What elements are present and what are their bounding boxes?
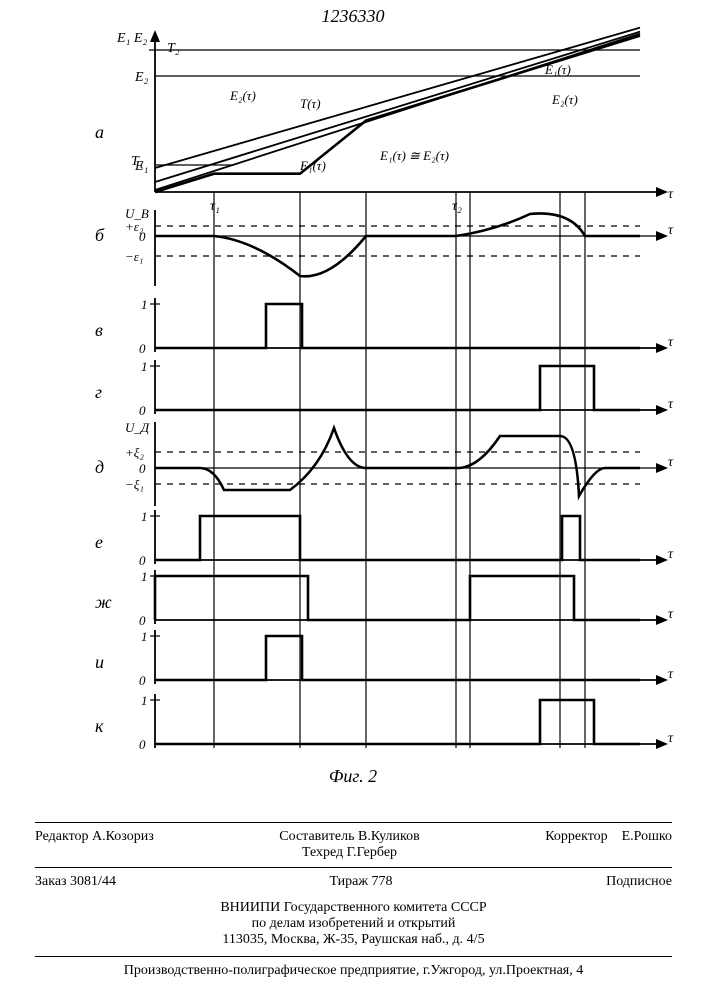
svg-text:б: б bbox=[95, 225, 105, 245]
compiler-techred: Составитель В.Куликов Техред Г.Гербер bbox=[154, 829, 545, 861]
svg-text:E₁(τ) ≅ E₂(τ): E₁(τ) ≅ E₂(τ) bbox=[379, 148, 449, 163]
svg-text:τ: τ bbox=[668, 731, 674, 746]
svg-text:е: е bbox=[95, 532, 103, 552]
svg-text:1: 1 bbox=[141, 693, 148, 708]
svg-text:τ: τ bbox=[668, 187, 674, 202]
svg-text:к: к bbox=[95, 716, 104, 736]
svg-text:1: 1 bbox=[141, 569, 148, 584]
svg-text:и: и bbox=[95, 652, 104, 672]
svg-text:0: 0 bbox=[139, 737, 146, 752]
svg-text:U_В: U_В bbox=[125, 206, 149, 221]
svg-text:0: 0 bbox=[139, 341, 146, 356]
svg-text:0: 0 bbox=[139, 403, 146, 418]
svg-text:1236330: 1236330 bbox=[322, 6, 385, 26]
svg-text:E₁ E₂: E₁ E₂ bbox=[116, 31, 147, 46]
order: Заказ 3081/44 bbox=[35, 874, 116, 890]
svg-text:+ξ₂: +ξ₂ bbox=[125, 445, 144, 460]
svg-text:ж: ж bbox=[95, 592, 112, 612]
svg-text:−ξ₁: −ξ₁ bbox=[125, 477, 144, 492]
svg-text:τ: τ bbox=[668, 547, 674, 562]
svg-text:0: 0 bbox=[139, 553, 146, 568]
svg-text:τ₁: τ₁ bbox=[210, 199, 220, 214]
svg-text:1: 1 bbox=[141, 359, 148, 374]
svg-text:E₁(τ): E₁(τ) bbox=[299, 158, 326, 173]
svg-text:τ: τ bbox=[668, 607, 674, 622]
svg-text:τ: τ bbox=[668, 397, 674, 412]
svg-text:−ε₁: −ε₁ bbox=[125, 249, 143, 264]
timing-diagram: 1236330E₁ E₂аE₂E₁T₂T₁τ₁τ₂τE₂(τ)T(τ)E₁(τ)… bbox=[0, 0, 707, 790]
svg-text:E₂: E₂ bbox=[134, 70, 149, 85]
corrector: Корректор Е.Рошко bbox=[545, 829, 672, 861]
svg-text:1: 1 bbox=[141, 629, 148, 644]
svg-text:T₂: T₂ bbox=[167, 41, 180, 56]
svg-text:0: 0 bbox=[139, 461, 146, 476]
tirazh: Тираж 778 bbox=[116, 874, 606, 890]
svg-text:Фиг. 2: Фиг. 2 bbox=[329, 766, 377, 786]
svg-text:0: 0 bbox=[139, 229, 146, 244]
addr: 113035, Москва, Ж-35, Раушская наб., д. … bbox=[222, 932, 484, 947]
press: Производственно-полиграфическое предприя… bbox=[124, 963, 583, 979]
svg-text:τ: τ bbox=[668, 455, 674, 470]
footer-block: Редактор А.Козориз Составитель В.Куликов… bbox=[35, 822, 672, 985]
svg-text:τ: τ bbox=[668, 667, 674, 682]
svg-text:E₁(τ): E₁(τ) bbox=[544, 62, 571, 77]
svg-text:г: г bbox=[95, 382, 102, 402]
svg-text:τ: τ bbox=[668, 223, 674, 238]
svg-text:τ₂: τ₂ bbox=[452, 199, 462, 214]
sub: Подписное bbox=[606, 874, 672, 890]
svg-text:E₂(τ): E₂(τ) bbox=[229, 88, 256, 103]
svg-text:д: д bbox=[95, 457, 104, 477]
org2: по делам изобретений и открытий bbox=[252, 916, 456, 931]
svg-text:E₂(τ): E₂(τ) bbox=[551, 92, 578, 107]
svg-text:1: 1 bbox=[141, 509, 148, 524]
svg-text:в: в bbox=[95, 320, 103, 340]
svg-text:0: 0 bbox=[139, 613, 146, 628]
svg-text:T₁: T₁ bbox=[131, 154, 144, 169]
svg-text:а: а bbox=[95, 122, 104, 142]
svg-text:τ: τ bbox=[668, 335, 674, 350]
svg-text:T(τ): T(τ) bbox=[300, 96, 321, 111]
org1: ВНИИПИ Государственного комитета СССР bbox=[220, 900, 486, 915]
editor: Редактор А.Козориз bbox=[35, 829, 154, 861]
svg-text:0: 0 bbox=[139, 673, 146, 688]
svg-text:1: 1 bbox=[141, 297, 148, 312]
svg-text:U_Д: U_Д bbox=[125, 420, 150, 435]
